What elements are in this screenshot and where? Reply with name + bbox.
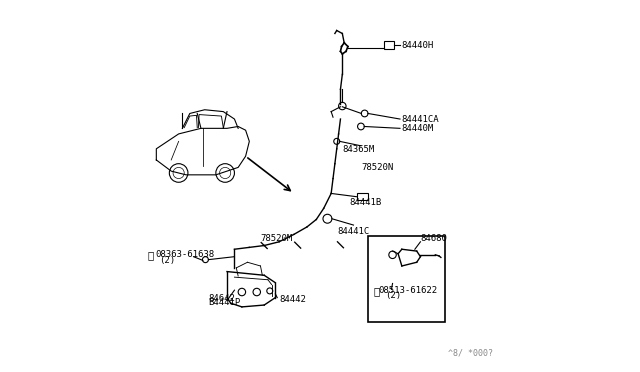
Text: 84441CA: 84441CA bbox=[401, 115, 439, 124]
Text: (2): (2) bbox=[385, 291, 401, 300]
Text: 84441B: 84441B bbox=[349, 198, 382, 207]
Text: 84680: 84680 bbox=[420, 234, 447, 243]
Text: 84441C: 84441C bbox=[338, 227, 370, 236]
Text: 08513-61622: 08513-61622 bbox=[378, 286, 438, 295]
Text: 84440M: 84440M bbox=[401, 124, 433, 133]
Text: 78520M: 78520M bbox=[260, 234, 292, 243]
Text: 84442: 84442 bbox=[279, 295, 306, 304]
Text: Ⓢ: Ⓢ bbox=[373, 286, 380, 296]
Text: 84365M: 84365M bbox=[342, 145, 374, 154]
Text: 08363-61638: 08363-61638 bbox=[156, 250, 214, 259]
Bar bbox=[357, 193, 369, 200]
Text: (2): (2) bbox=[159, 256, 175, 265]
Text: B4441P: B4441P bbox=[209, 298, 241, 307]
Text: ^8/ *000?: ^8/ *000? bbox=[449, 349, 493, 358]
Text: Ⓑ: Ⓑ bbox=[147, 250, 153, 260]
Text: 84440H: 84440H bbox=[401, 41, 433, 49]
Text: 84642: 84642 bbox=[209, 294, 236, 303]
Text: 78520N: 78520N bbox=[362, 163, 394, 172]
Bar bbox=[384, 41, 394, 49]
